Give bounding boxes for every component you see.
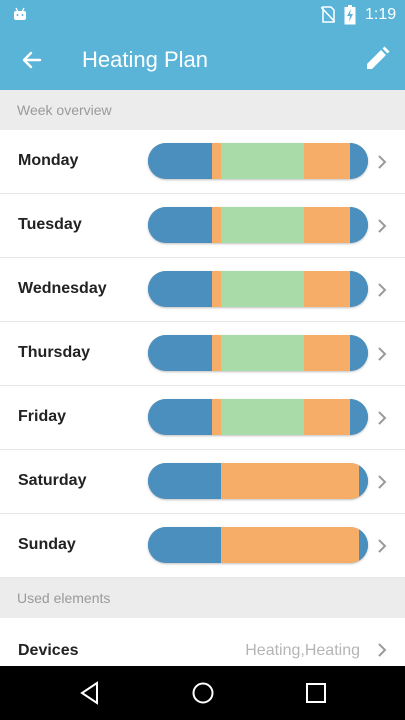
day-row-saturday[interactable]: Saturday (0, 450, 405, 514)
day-label: Saturday (18, 472, 87, 489)
chevron-right-icon (378, 219, 387, 233)
schedule-segment (148, 463, 221, 499)
day-label: Friday (18, 408, 67, 425)
day-label: Tuesday (18, 216, 82, 233)
day-row-monday[interactable]: Monday (0, 130, 405, 194)
schedule-segment (350, 335, 368, 371)
system-nav-bar (0, 666, 405, 720)
nav-home-icon[interactable] (190, 680, 216, 706)
schedule-bar (148, 527, 368, 563)
schedule-segment (148, 271, 212, 307)
schedule-segment (350, 207, 368, 243)
pencil-icon[interactable] (363, 45, 391, 73)
schedule-bar (148, 463, 368, 499)
schedule-segment (148, 335, 212, 371)
day-row-sunday[interactable]: Sunday (0, 514, 405, 578)
schedule-segment (304, 271, 351, 307)
section-header-week-overview: Week overview (0, 90, 405, 130)
day-row-friday[interactable]: Friday (0, 386, 405, 450)
chevron-right-icon (378, 155, 387, 169)
status-bar: 1:19 (0, 0, 405, 30)
schedule-segment (350, 399, 368, 435)
arrow-back-icon[interactable] (18, 46, 46, 74)
schedule-segment (148, 207, 212, 243)
schedule-segment (304, 399, 351, 435)
devices-value: Heating,Heating (245, 642, 360, 659)
chevron-right-icon (378, 283, 387, 297)
schedule-segment (148, 143, 212, 179)
schedule-segment (211, 335, 221, 371)
schedule-bar (148, 207, 368, 243)
schedule-segment (211, 271, 221, 307)
day-label: Thursday (18, 344, 91, 361)
schedule-segment (211, 399, 221, 435)
schedule-segment (359, 463, 368, 499)
schedule-segment (220, 143, 305, 179)
day-label: Monday (18, 152, 79, 169)
day-row-tuesday[interactable]: Tuesday (0, 194, 405, 258)
chevron-right-icon (378, 411, 387, 425)
schedule-segment (359, 527, 368, 563)
app-bar: Heating Plan (0, 30, 405, 90)
devices-label: Devices (18, 642, 79, 659)
battery-charging-icon (344, 5, 356, 25)
schedule-segment (220, 271, 305, 307)
chevron-right-icon (378, 347, 387, 361)
schedule-segment (220, 527, 360, 563)
schedule-bar (148, 399, 368, 435)
schedule-segment (304, 207, 351, 243)
schedule-segment (220, 335, 305, 371)
schedule-segment (350, 271, 368, 307)
page-title: Heating Plan (82, 47, 208, 72)
android-icon (14, 7, 26, 20)
status-time: 1:19 (365, 6, 397, 23)
day-label: Sunday (18, 536, 76, 553)
schedule-segment (148, 399, 212, 435)
schedule-segment (350, 143, 368, 179)
schedule-segment (220, 207, 305, 243)
schedule-segment (211, 143, 221, 179)
chevron-right-icon (378, 475, 387, 489)
schedule-segment (148, 527, 221, 563)
day-row-thursday[interactable]: Thursday (0, 322, 405, 386)
nav-back-icon[interactable] (77, 680, 103, 706)
schedule-bar (148, 335, 368, 371)
no-sim-icon (321, 6, 335, 23)
chevron-right-icon (378, 643, 387, 657)
section-header-used-elements: Used elements (0, 578, 405, 618)
schedule-segment (211, 207, 221, 243)
schedule-bar (148, 143, 368, 179)
schedule-segment (304, 143, 351, 179)
schedule-bar (148, 271, 368, 307)
day-row-wednesday[interactable]: Wednesday (0, 258, 405, 322)
schedule-segment (220, 399, 305, 435)
nav-recents-icon[interactable] (303, 680, 329, 706)
devices-row[interactable]: Devices Heating,Heating (0, 618, 405, 666)
schedule-segment (220, 463, 360, 499)
chevron-right-icon (378, 539, 387, 553)
schedule-segment (304, 335, 351, 371)
day-label: Wednesday (18, 280, 107, 297)
